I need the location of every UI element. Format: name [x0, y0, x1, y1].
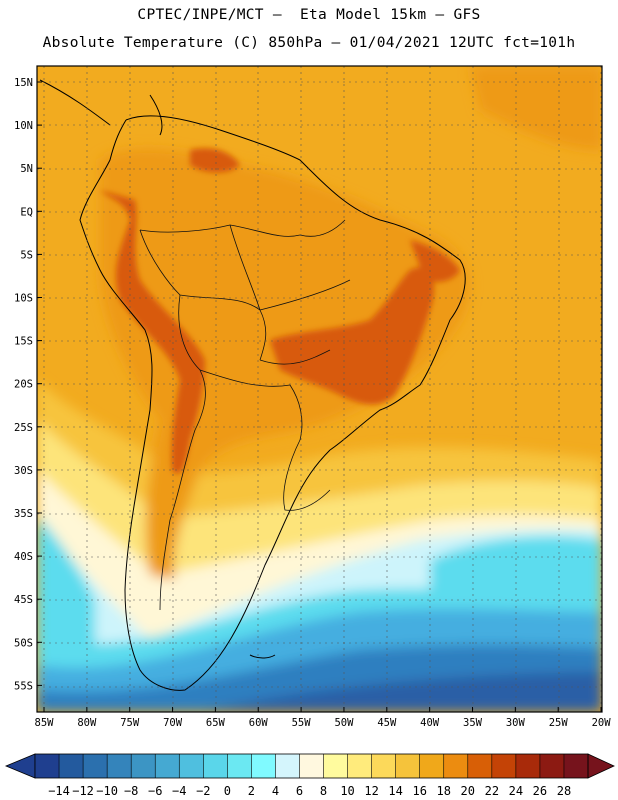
colorbar-label: 4 — [272, 784, 279, 798]
colorbar-swatch — [371, 754, 396, 778]
lat-label: 30S — [14, 465, 33, 477]
band-hot-andes — [100, 190, 205, 474]
colorbar: −14 −12 −10 −8 −6 −4 −2 0 2 4 6 8 10 12 14 16 18 20 22 24 26… — [4, 753, 615, 798]
lat-label: EQ — [20, 206, 33, 218]
colorbar-label: −4 — [172, 784, 186, 798]
lat-label: 55S — [14, 680, 33, 692]
colorbar-swatch — [59, 754, 84, 778]
lon-label: 25W — [549, 717, 569, 729]
latitude-axis: 15N 10N 5N EQ 5S 10S 15S 20S 25S 30S 35S 40S 45S 50S 5… — [14, 77, 42, 692]
map-subtitle: Absolute Temperature (C) 850hPa – 01/04/… — [42, 35, 576, 51]
lon-label: 65W — [206, 717, 226, 729]
colorbar-swatch — [227, 754, 252, 778]
lon-label: 30W — [506, 717, 526, 729]
band-deep — [200, 672, 602, 712]
colorbar-label: 2 — [248, 784, 255, 798]
lon-label: 40W — [420, 717, 440, 729]
colorbar-label: −14 — [48, 784, 70, 798]
lon-label: 45W — [377, 717, 397, 729]
lat-label: 10N — [14, 120, 33, 132]
longitude-axis: 85W 80W 75W 70W 65W 60W 55W 50W 45W 40W 35W 30W 25W 2… — [35, 707, 612, 729]
lon-label: 35W — [463, 717, 483, 729]
colorbar-label: 14 — [388, 784, 402, 798]
colorbar-swatch — [443, 754, 469, 778]
colorbar-label: 0 — [224, 784, 231, 798]
colorbar-swatch — [419, 754, 445, 778]
colorbar-label: −8 — [124, 784, 138, 798]
lon-label: 60W — [249, 717, 269, 729]
colorbar-swatch — [251, 754, 276, 778]
lat-label: 15S — [14, 336, 33, 348]
colorbar-label: 8 — [320, 784, 327, 798]
lat-label: 40S — [14, 551, 33, 563]
colorbar-swatch — [347, 754, 372, 778]
map-frame — [36, 65, 603, 713]
lat-label: 35S — [14, 508, 33, 520]
colorbar-swatch — [539, 754, 565, 778]
colorbar-label: 10 — [340, 784, 354, 798]
band-hot-north — [190, 148, 240, 173]
colorbar-swatch — [515, 754, 541, 778]
colorbar-swatch — [107, 754, 132, 778]
colorbar-label: 20 — [461, 784, 475, 798]
colorbar-label: 12 — [364, 784, 378, 798]
band-orange-tr — [470, 66, 602, 150]
lon-label: 80W — [77, 717, 97, 729]
lat-label: 50S — [14, 637, 33, 649]
lon-label: 50W — [334, 717, 354, 729]
band-hot-ne — [410, 240, 460, 282]
colorbar-label: 24 — [509, 784, 523, 798]
lon-label: 70W — [163, 717, 183, 729]
colorbar-swatch — [203, 754, 228, 778]
colorbar-swatch — [563, 754, 589, 778]
graticule — [37, 66, 602, 712]
colorbar-label: 6 — [296, 784, 303, 798]
colorbar-swatch — [131, 754, 156, 778]
colorbar-swatch — [155, 754, 180, 778]
colorbar-arrow-low — [4, 753, 36, 779]
colorbar-label: 18 — [437, 784, 451, 798]
colorbar-swatch — [467, 754, 493, 778]
colorbar-label: 26 — [533, 784, 547, 798]
lon-label: 20W — [592, 717, 612, 729]
lat-label: 20S — [14, 379, 33, 391]
colorbar-label: 22 — [485, 784, 499, 798]
temperature-field — [37, 66, 602, 712]
colorbar-swatch — [35, 754, 60, 778]
coastline — [39, 79, 466, 691]
colorbar-label: −6 — [148, 784, 162, 798]
lat-label: 5N — [20, 163, 33, 175]
colorbar-outline — [34, 753, 589, 779]
colorbar-label: −2 — [196, 784, 210, 798]
colorbar-swatch — [179, 754, 204, 778]
lat-label: 25S — [14, 422, 33, 434]
colorbar-swatch — [299, 754, 324, 778]
band-hot-brazil — [270, 267, 434, 405]
colorbar-swatch — [275, 754, 300, 778]
lon-label: 85W — [35, 717, 55, 729]
colorbar-label: −10 — [96, 784, 118, 798]
lat-label: 5S — [20, 249, 33, 261]
colorbar-label: 28 — [557, 784, 571, 798]
colorbar-swatch — [491, 754, 517, 778]
map-title: CPTEC/INPE/MCT – Eta Model 15km – GFS — [137, 7, 481, 23]
colorbar-swatch — [83, 754, 108, 778]
lat-label: 45S — [14, 594, 33, 606]
colorbar-label: 16 — [412, 784, 426, 798]
lat-label: 10S — [14, 293, 33, 305]
colorbar-swatch — [395, 754, 420, 778]
lat-label: 15N — [14, 77, 33, 89]
colorbar-swatch — [323, 754, 348, 778]
lon-label: 55W — [292, 717, 312, 729]
lon-label: 75W — [120, 717, 140, 729]
colorbar-label: −12 — [72, 784, 94, 798]
colorbar-arrow-high — [587, 753, 615, 779]
